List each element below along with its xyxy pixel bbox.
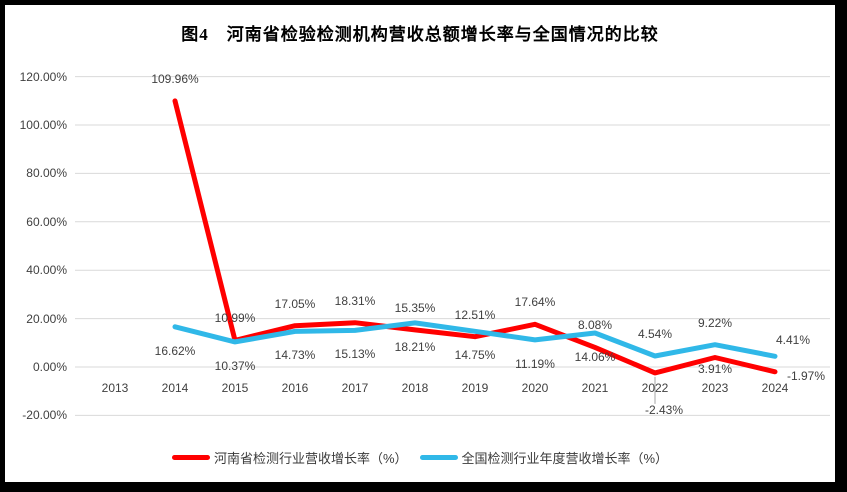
data-label: 14.75% (454, 348, 496, 363)
data-label: 18.21% (394, 339, 436, 354)
chart-title: 图4 河南省检验检测机构营收总额增长率与全国情况的比较 (181, 25, 659, 44)
x-axis-label: 2024 (761, 381, 789, 395)
series-line-henan (172, 98, 778, 376)
series-line-national (172, 320, 778, 359)
data-label: 11.19% (515, 356, 555, 371)
x-axis-label: 2020 (521, 381, 549, 395)
data-label: 4.41% (775, 333, 811, 348)
x-axis-label: 2022 (641, 381, 669, 395)
legend-item-henan: 河南省检测行业营收增长率（%） (171, 448, 408, 467)
data-label: -1.97% (786, 368, 826, 383)
data-label: 17.64% (514, 295, 556, 310)
data-label: 15.35% (394, 300, 436, 315)
data-label: 14.06% (574, 349, 616, 364)
x-axis-label: 2021 (581, 381, 609, 395)
plot-area (75, 76, 830, 416)
data-label: 9.22% (697, 315, 733, 330)
x-axis-label: 2023 (701, 381, 729, 395)
y-axis-label: 0.00% (32, 360, 67, 374)
y-axis-label: 100.00% (19, 118, 67, 132)
x-axis-label: 2018 (401, 381, 429, 395)
x-axis-label: 2019 (461, 381, 489, 395)
data-label: 109.96% (151, 71, 199, 86)
y-axis-label: 120.00% (19, 69, 67, 84)
chart-legend: 河南省检测行业营收增长率（%） 全国检测行业年度营收增长率（%） (5, 448, 835, 467)
y-axis-label: 20.00% (26, 311, 67, 326)
data-label: 18.31% (334, 293, 376, 308)
x-axis-label: 2017 (341, 381, 369, 395)
x-axis-label: 2015 (221, 381, 249, 395)
data-label: 10.37% (214, 358, 256, 373)
x-axis-label: 2013 (101, 381, 129, 395)
data-label: 14.73% (274, 348, 316, 363)
legend-item-national: 全国检测行业年度营收增长率（%） (419, 448, 669, 467)
data-label: 12.51% (454, 307, 496, 322)
data-label: 17.05% (274, 296, 316, 311)
data-label: 8.08% (577, 318, 613, 333)
legend-label: 全国检测行业年度营收增长率（%） (461, 451, 669, 466)
data-label: 4.54% (637, 327, 673, 341)
legend-line-swatch (419, 455, 458, 460)
y-axis-label: 60.00% (26, 214, 67, 229)
x-axis-label: 2016 (281, 381, 309, 395)
data-label: 3.91% (697, 361, 733, 376)
x-axis-label: 2014 (161, 381, 189, 395)
chart-canvas: 图4 河南省检验检测机构营收总额增长率与全国情况的比较 109.96% 10.99… (5, 5, 835, 482)
legend-line-swatch (171, 455, 210, 460)
data-label: 10.99% (214, 311, 256, 326)
data-label: 15.13% (334, 347, 376, 362)
data-label: 16.62% (154, 343, 196, 358)
y-axis-label: -20.00% (22, 408, 67, 423)
legend-label: 河南省检测行业营收增长率（%） (213, 451, 408, 466)
y-axis-label: 40.00% (26, 263, 67, 278)
data-label: -2.43% (644, 402, 684, 417)
y-axis-label: 80.00% (26, 166, 67, 181)
